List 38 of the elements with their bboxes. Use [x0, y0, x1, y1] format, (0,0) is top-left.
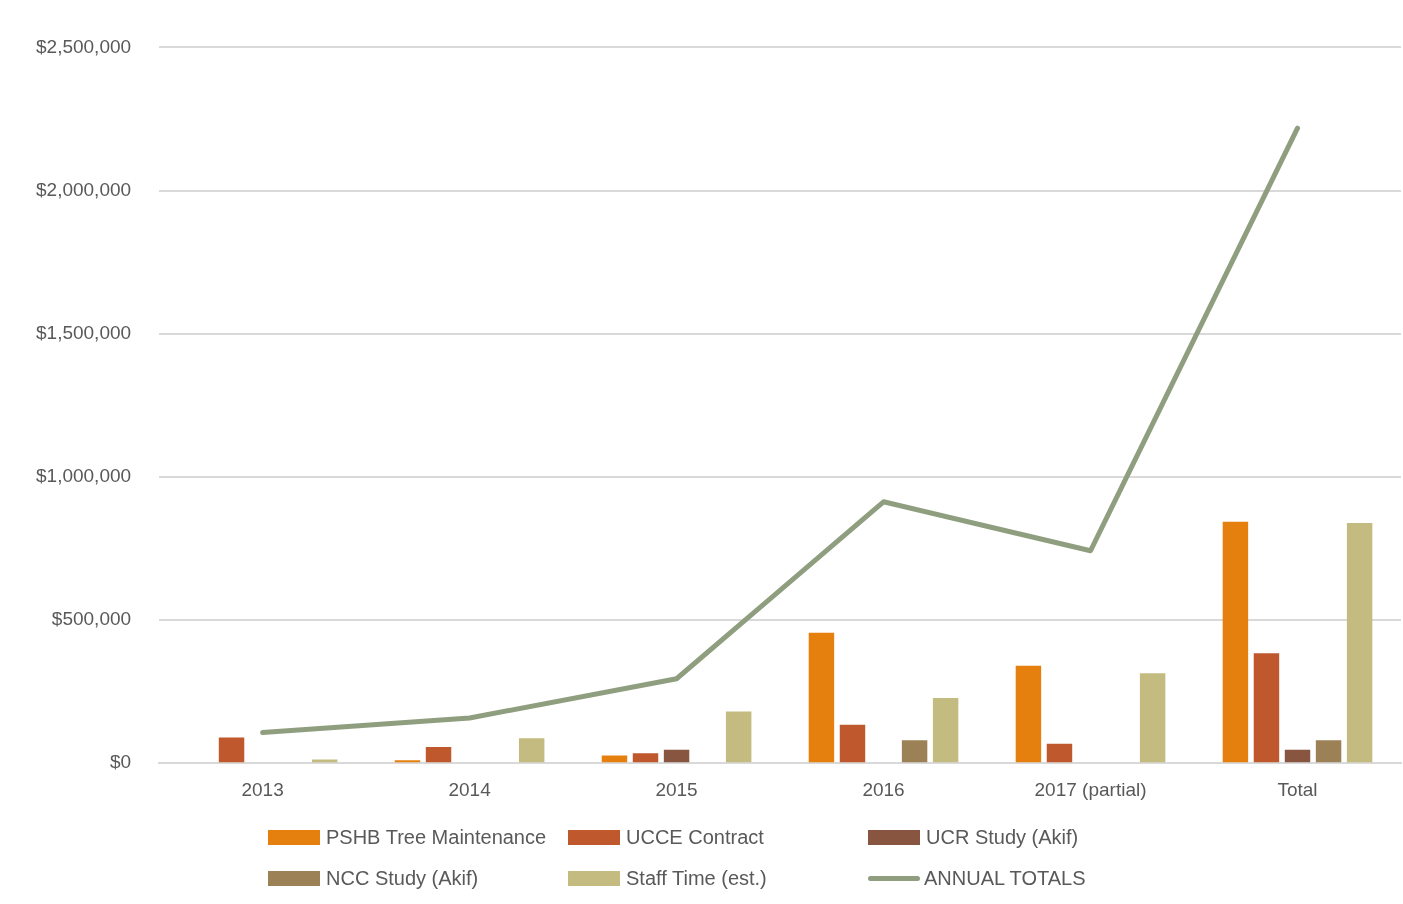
bar [311, 759, 338, 763]
bar [1253, 653, 1280, 763]
x-tick-label: 2015 [655, 778, 698, 800]
x-tick-label: 2013 [241, 778, 284, 800]
bar [1046, 743, 1073, 763]
y-tick-label: $0 [109, 751, 132, 773]
bar [1015, 665, 1042, 763]
bar [1222, 521, 1249, 763]
bar [901, 740, 928, 763]
y-tick-label: $1,500,000 [36, 321, 132, 343]
x-tick-label: Total [1277, 778, 1318, 800]
x-tick-label: 2014 [448, 778, 492, 800]
bar [663, 749, 690, 763]
bar [425, 746, 452, 763]
bar [601, 755, 628, 763]
y-tick-label: $500,000 [51, 608, 132, 630]
legend-label: UCR Study (Akif) [926, 826, 1079, 849]
bar [632, 753, 659, 763]
legend-label: ANNUAL TOTALS [924, 867, 1086, 890]
legend-label: Staff Time (est.) [626, 867, 767, 890]
legend-label: UCCE Contract [626, 826, 764, 849]
bar [218, 737, 245, 763]
bar [808, 632, 835, 763]
y-tick-label: $2,500,000 [36, 35, 132, 57]
x-tick-label: 2016 [862, 778, 905, 800]
bar [839, 724, 866, 763]
legend-label: NCC Study (Akif) [326, 867, 479, 890]
bar [725, 711, 752, 763]
bar [1139, 673, 1166, 763]
bar [932, 697, 959, 763]
bar [1284, 749, 1311, 763]
x-tick-label: 2017 (partial) [1034, 778, 1147, 800]
bar [518, 738, 545, 763]
legend-label: PSHB Tree Maintenance [326, 826, 547, 849]
bar [1315, 740, 1342, 763]
y-tick-label: $2,000,000 [36, 178, 132, 200]
bar [1346, 522, 1373, 763]
y-tick-label: $1,000,000 [36, 465, 132, 487]
